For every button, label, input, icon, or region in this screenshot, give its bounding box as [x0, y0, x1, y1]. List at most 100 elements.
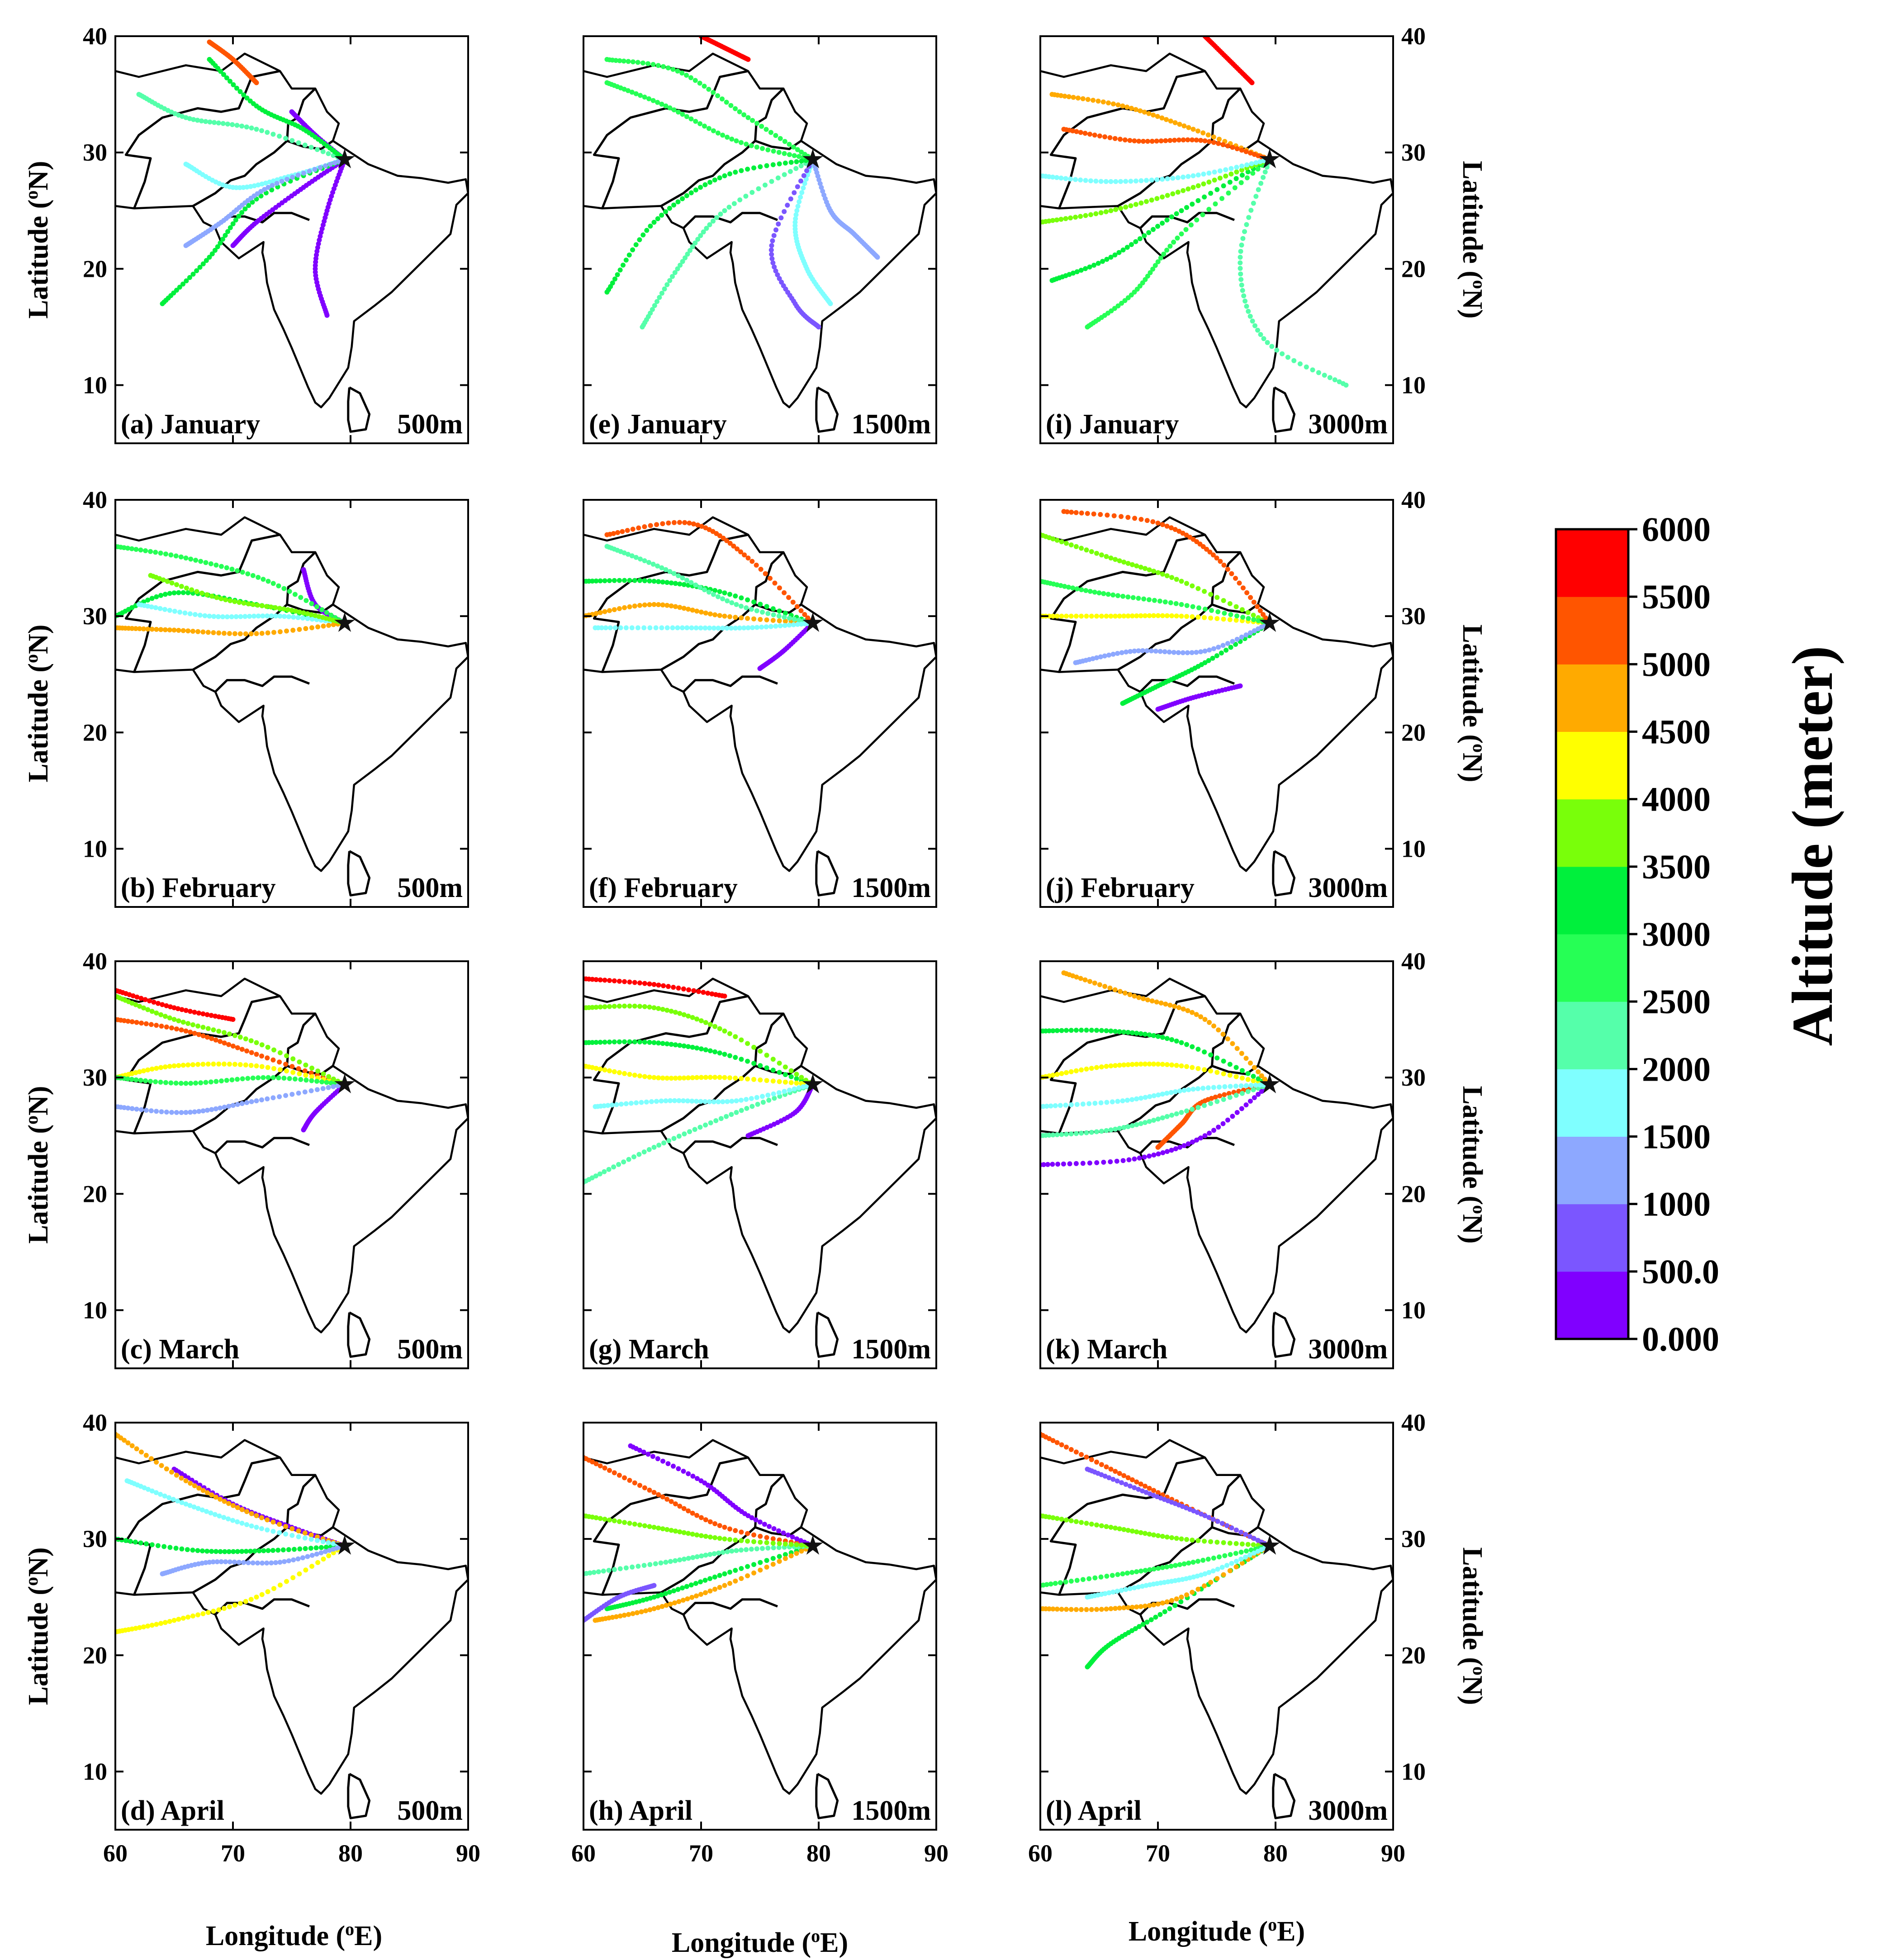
panel-frame	[1039, 499, 1394, 908]
trajectory-point	[596, 1569, 601, 1575]
trajectory-point	[782, 1064, 788, 1070]
trajectory-point	[1083, 178, 1088, 183]
trajectory-point	[1210, 1517, 1216, 1522]
trajectory-point	[799, 1548, 804, 1554]
trajectory-point	[1122, 990, 1128, 996]
trajectory-point	[782, 623, 787, 628]
trajectory-point	[141, 1624, 146, 1630]
trajectory-point	[1117, 1605, 1122, 1611]
trajectory-point	[796, 617, 801, 623]
trajectory-point	[1208, 615, 1214, 621]
trajectory-point	[1123, 204, 1129, 210]
trajectory-point	[694, 608, 700, 614]
trajectory-point	[270, 183, 275, 188]
trajectory-point	[1160, 1600, 1165, 1606]
trajectory-point	[745, 1133, 751, 1139]
trajectories-k	[1040, 970, 1272, 1167]
trajectory-point	[190, 1062, 195, 1068]
trajectory-point	[331, 1541, 336, 1547]
trajectory-point	[284, 1068, 289, 1074]
trajectory-point	[598, 1004, 603, 1010]
trajectory-point	[305, 616, 310, 621]
map-border-line	[683, 1137, 778, 1154]
trajectory-point	[303, 626, 308, 631]
trajectory-point	[607, 1039, 612, 1045]
trajectory-point	[1183, 227, 1189, 232]
trajectory-point	[648, 523, 653, 528]
trajectory-point	[266, 185, 271, 190]
trajectory-point	[1092, 1101, 1098, 1106]
trajectory-point	[1160, 195, 1165, 199]
trajectory-point	[656, 602, 661, 607]
y-tick-label: 30	[83, 603, 107, 630]
trajectory-point	[189, 587, 194, 593]
trajectory-point	[224, 614, 230, 620]
trajectory-point	[1108, 1028, 1114, 1034]
trajectory-point	[642, 578, 647, 584]
trajectory-point	[218, 1496, 223, 1502]
trajectory-point	[1115, 593, 1120, 598]
trajectory-point	[612, 1004, 617, 1009]
trajectory-point	[309, 617, 315, 622]
trajectory-point	[712, 1075, 718, 1080]
panel-frame	[583, 499, 937, 908]
map-border-line	[815, 850, 839, 897]
trajectory-point	[153, 1490, 159, 1495]
trajectory-point	[731, 201, 737, 206]
map-border-line	[583, 516, 936, 872]
trajectory-point	[193, 558, 199, 563]
trajectory-point	[741, 112, 747, 118]
trajectory-point	[598, 1463, 603, 1469]
trajectory-point	[716, 626, 721, 631]
trajectory-point	[707, 625, 712, 631]
trajectory-point	[1091, 262, 1097, 268]
trajectory-point	[1178, 1599, 1184, 1604]
trajectory-point	[271, 1586, 276, 1591]
trajectory-point	[781, 1530, 786, 1536]
trajectory-point	[1179, 613, 1184, 619]
trajectory-point	[1129, 1123, 1135, 1128]
map-border-line	[192, 1012, 316, 1132]
trajectory-point	[1121, 1125, 1127, 1130]
y-tick-label: 10	[83, 1296, 107, 1324]
trajectory-point	[134, 1020, 139, 1025]
trajectory-point	[676, 985, 681, 991]
trajectory-point	[254, 127, 259, 132]
trajectory-point	[637, 1073, 642, 1078]
trajectory-point	[1108, 1466, 1114, 1472]
trajectory-point	[675, 68, 680, 74]
trajectory-point	[751, 165, 757, 171]
trajectory-point	[1189, 650, 1195, 655]
trajectory-point	[626, 1612, 631, 1617]
trajectory-point	[632, 578, 637, 583]
map-border-line	[214, 675, 310, 693]
trajectory-point	[1239, 282, 1244, 288]
trajectory-point	[1160, 613, 1165, 618]
trajectory-point	[188, 1030, 193, 1035]
trajectory-point	[1190, 127, 1196, 132]
trajectory-point	[200, 261, 206, 266]
trajectory-point	[1129, 1062, 1135, 1067]
trajectory-point	[1160, 1092, 1165, 1097]
trajectory-point	[1220, 1121, 1226, 1126]
trajectory-point	[1094, 1459, 1099, 1465]
trajectory-point	[1186, 1087, 1191, 1092]
trajectory-point	[195, 1548, 200, 1553]
trajectory-point	[716, 1550, 721, 1556]
trajectory-point	[703, 1047, 708, 1053]
trajectory-point	[250, 199, 255, 205]
colorbar-segment	[1556, 866, 1628, 935]
trajectory-point	[1155, 1601, 1161, 1607]
trajectory-point	[798, 1538, 803, 1543]
trajectory-point	[778, 623, 783, 628]
trajectory-point	[313, 613, 318, 618]
trajectory-point	[265, 1589, 270, 1595]
trajectory-point	[1091, 511, 1096, 517]
trajectory-point	[1179, 1536, 1184, 1542]
trajectory-point	[200, 1011, 206, 1016]
trajectory-point	[667, 105, 673, 110]
trajectory-point	[1228, 171, 1234, 177]
trajectory-point	[1174, 1596, 1179, 1602]
trajectory-point	[216, 1061, 222, 1067]
trajectory-point	[190, 271, 196, 277]
